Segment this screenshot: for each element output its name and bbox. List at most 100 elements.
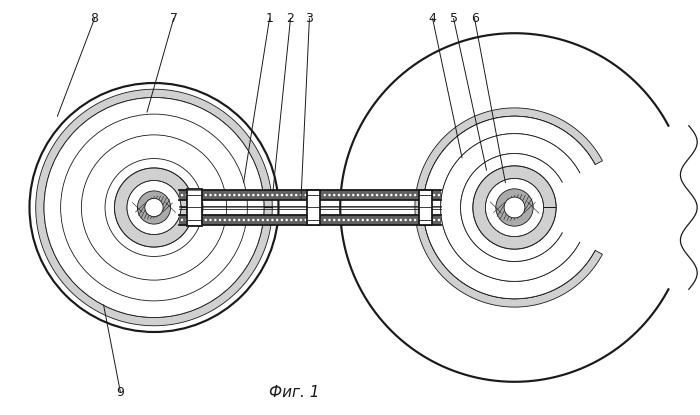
Circle shape	[257, 219, 260, 221]
Polygon shape	[92, 145, 216, 270]
Text: 1: 1	[265, 12, 274, 25]
Circle shape	[400, 194, 402, 196]
Circle shape	[219, 219, 221, 221]
Circle shape	[371, 194, 374, 196]
Circle shape	[395, 219, 398, 221]
Circle shape	[281, 219, 284, 221]
Circle shape	[309, 194, 312, 196]
Circle shape	[204, 219, 207, 221]
Circle shape	[252, 194, 255, 196]
Circle shape	[405, 219, 407, 221]
Circle shape	[438, 219, 440, 221]
Circle shape	[323, 194, 326, 196]
Circle shape	[238, 219, 240, 221]
Circle shape	[323, 219, 326, 221]
Polygon shape	[473, 166, 551, 249]
Circle shape	[115, 168, 193, 247]
Circle shape	[295, 194, 298, 196]
Circle shape	[209, 194, 212, 196]
Circle shape	[209, 219, 212, 221]
Circle shape	[290, 194, 293, 196]
Circle shape	[361, 194, 364, 196]
Circle shape	[428, 194, 430, 196]
Circle shape	[276, 194, 279, 196]
Polygon shape	[115, 168, 193, 247]
Circle shape	[267, 194, 269, 196]
Circle shape	[486, 178, 543, 237]
Circle shape	[290, 219, 293, 221]
Circle shape	[361, 219, 364, 221]
Circle shape	[381, 194, 383, 196]
Circle shape	[228, 219, 231, 221]
Text: 4: 4	[428, 12, 437, 25]
Circle shape	[181, 194, 183, 196]
Polygon shape	[473, 166, 556, 249]
Circle shape	[252, 219, 255, 221]
Circle shape	[61, 114, 247, 301]
Circle shape	[190, 219, 192, 221]
Circle shape	[276, 219, 279, 221]
Circle shape	[352, 219, 354, 221]
Circle shape	[304, 194, 307, 196]
Circle shape	[381, 219, 383, 221]
Bar	[307, 190, 320, 225]
Circle shape	[409, 194, 412, 196]
Circle shape	[286, 219, 288, 221]
Circle shape	[342, 219, 345, 221]
Circle shape	[81, 135, 227, 280]
Text: 5: 5	[449, 12, 458, 25]
Circle shape	[262, 194, 264, 196]
Circle shape	[223, 219, 226, 221]
Circle shape	[385, 219, 388, 221]
Text: 6: 6	[470, 12, 479, 25]
Circle shape	[428, 219, 430, 221]
Text: 9: 9	[116, 386, 125, 399]
Circle shape	[504, 197, 525, 218]
Circle shape	[473, 166, 556, 249]
Circle shape	[300, 194, 302, 196]
Circle shape	[214, 219, 216, 221]
Circle shape	[199, 194, 202, 196]
Polygon shape	[52, 106, 256, 309]
Circle shape	[314, 219, 316, 221]
Circle shape	[271, 194, 274, 196]
Circle shape	[233, 194, 236, 196]
Circle shape	[371, 219, 374, 221]
Circle shape	[243, 194, 245, 196]
Circle shape	[333, 219, 335, 221]
Text: 2: 2	[286, 12, 295, 25]
Bar	[419, 190, 432, 225]
Circle shape	[405, 194, 407, 196]
Circle shape	[300, 219, 302, 221]
Circle shape	[337, 194, 340, 196]
Circle shape	[219, 194, 221, 196]
Circle shape	[318, 219, 321, 221]
Circle shape	[247, 194, 250, 196]
Circle shape	[461, 154, 568, 261]
Circle shape	[247, 219, 250, 221]
Circle shape	[347, 219, 350, 221]
Circle shape	[433, 194, 435, 196]
Circle shape	[295, 219, 298, 221]
Polygon shape	[115, 168, 193, 247]
Bar	[187, 189, 202, 226]
Circle shape	[482, 175, 547, 240]
Circle shape	[195, 219, 197, 221]
Circle shape	[181, 219, 183, 221]
Circle shape	[342, 194, 345, 196]
Circle shape	[347, 194, 350, 196]
Circle shape	[390, 219, 393, 221]
Circle shape	[357, 219, 359, 221]
Circle shape	[105, 159, 203, 256]
Circle shape	[390, 194, 393, 196]
Circle shape	[424, 219, 426, 221]
Circle shape	[186, 194, 188, 196]
Circle shape	[314, 194, 316, 196]
Circle shape	[123, 176, 185, 239]
Circle shape	[257, 194, 260, 196]
Circle shape	[395, 194, 398, 196]
Circle shape	[366, 219, 369, 221]
Circle shape	[424, 116, 606, 299]
Circle shape	[195, 194, 197, 196]
Text: 7: 7	[169, 12, 178, 25]
